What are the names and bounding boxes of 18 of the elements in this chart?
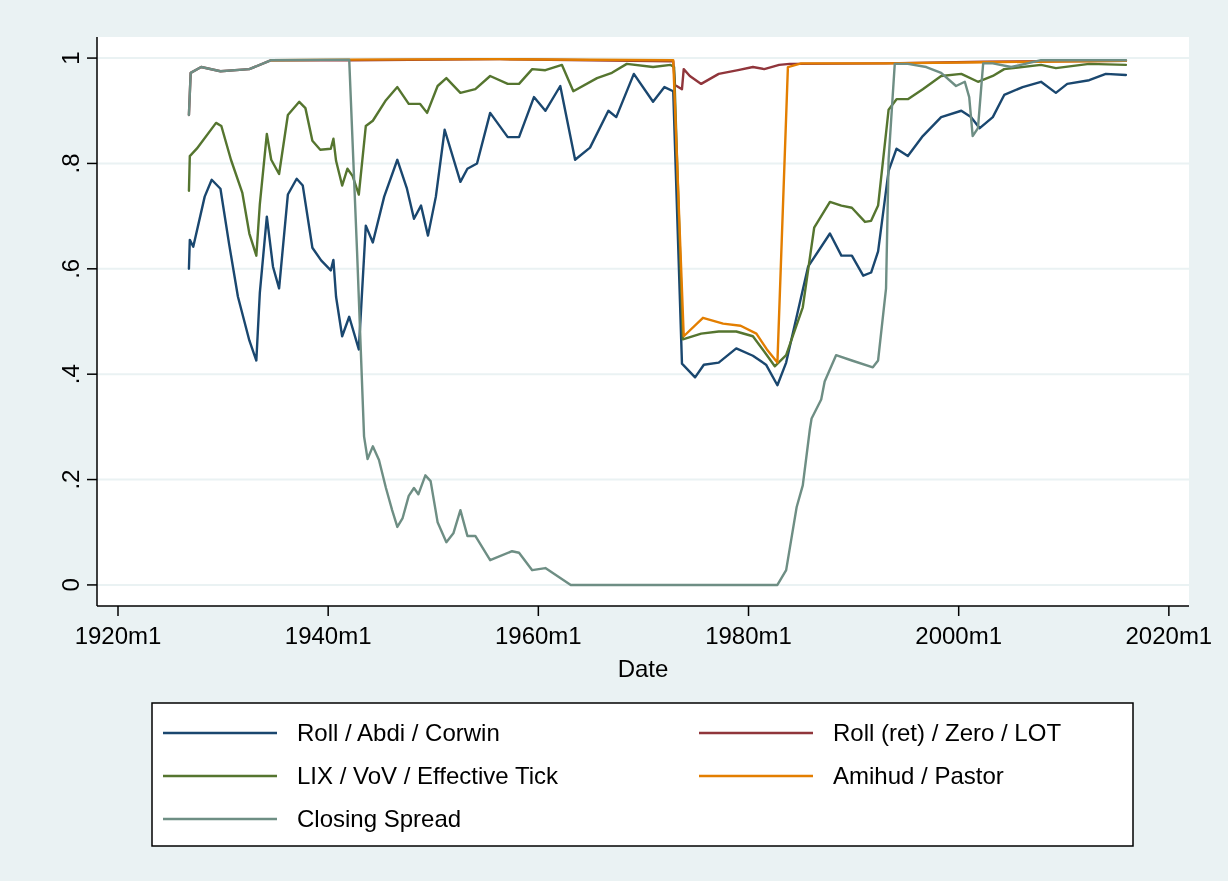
- y-tick-label: .8: [57, 153, 84, 174]
- legend-label: LIX / VoV / Effective Tick: [297, 762, 560, 789]
- x-tick-label: 2020m1: [1125, 622, 1213, 649]
- y-tick-label: .2: [57, 469, 84, 490]
- y-tick-label: .6: [57, 258, 84, 279]
- x-tick-label: 1920m1: [74, 622, 162, 649]
- legend-label: Roll (ret) / Zero / LOT: [833, 719, 1062, 746]
- x-tick-label: 1980m1: [705, 622, 792, 649]
- x-tick-label: 2000m1: [915, 622, 1003, 649]
- x-axis-title: Date: [617, 655, 669, 682]
- x-tick-label: 1960m1: [494, 622, 582, 649]
- legend-label: Roll / Abdi / Corwin: [297, 719, 500, 746]
- y-tick-label: 1: [57, 51, 84, 65]
- legend-label: Closing Spread: [297, 805, 462, 832]
- y-tick-label: .4: [57, 364, 84, 385]
- x-tick-label: 1940m1: [284, 622, 372, 649]
- y-tick-label: 0: [57, 578, 84, 592]
- legend-label: Amihud / Pastor: [833, 762, 1004, 789]
